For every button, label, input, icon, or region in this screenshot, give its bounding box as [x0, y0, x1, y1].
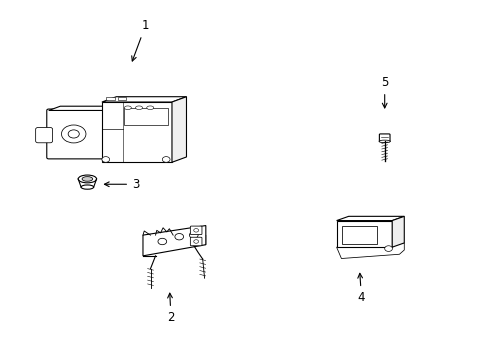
Ellipse shape — [378, 140, 389, 143]
FancyBboxPatch shape — [190, 226, 202, 235]
Polygon shape — [336, 243, 404, 258]
Text: 5: 5 — [380, 76, 387, 108]
Circle shape — [175, 234, 183, 240]
Text: 4: 4 — [357, 273, 365, 304]
Circle shape — [68, 130, 79, 138]
Polygon shape — [336, 216, 404, 221]
FancyBboxPatch shape — [36, 127, 53, 143]
Circle shape — [102, 157, 109, 162]
Polygon shape — [49, 106, 116, 111]
Ellipse shape — [124, 106, 131, 109]
Bar — [342, 226, 376, 244]
Ellipse shape — [82, 177, 93, 181]
Polygon shape — [142, 226, 205, 256]
Polygon shape — [172, 97, 186, 162]
Circle shape — [158, 238, 166, 245]
Text: 3: 3 — [104, 178, 139, 191]
Circle shape — [384, 246, 392, 251]
Bar — [106, 98, 115, 100]
Circle shape — [193, 229, 198, 232]
Circle shape — [193, 240, 198, 243]
Bar — [102, 102, 172, 162]
Bar — [336, 221, 391, 247]
Polygon shape — [391, 216, 404, 247]
Ellipse shape — [135, 106, 142, 109]
Ellipse shape — [81, 185, 94, 189]
Polygon shape — [104, 106, 116, 157]
Text: 1: 1 — [131, 19, 149, 61]
Bar — [124, 108, 167, 125]
Bar — [117, 98, 126, 100]
FancyBboxPatch shape — [47, 109, 106, 159]
Circle shape — [61, 125, 86, 143]
Ellipse shape — [78, 175, 96, 183]
FancyBboxPatch shape — [379, 134, 389, 142]
Text: 2: 2 — [167, 293, 174, 324]
Ellipse shape — [146, 106, 153, 109]
Polygon shape — [102, 97, 186, 102]
FancyBboxPatch shape — [190, 237, 202, 246]
Polygon shape — [193, 235, 205, 245]
Circle shape — [162, 157, 170, 162]
Circle shape — [189, 232, 198, 238]
